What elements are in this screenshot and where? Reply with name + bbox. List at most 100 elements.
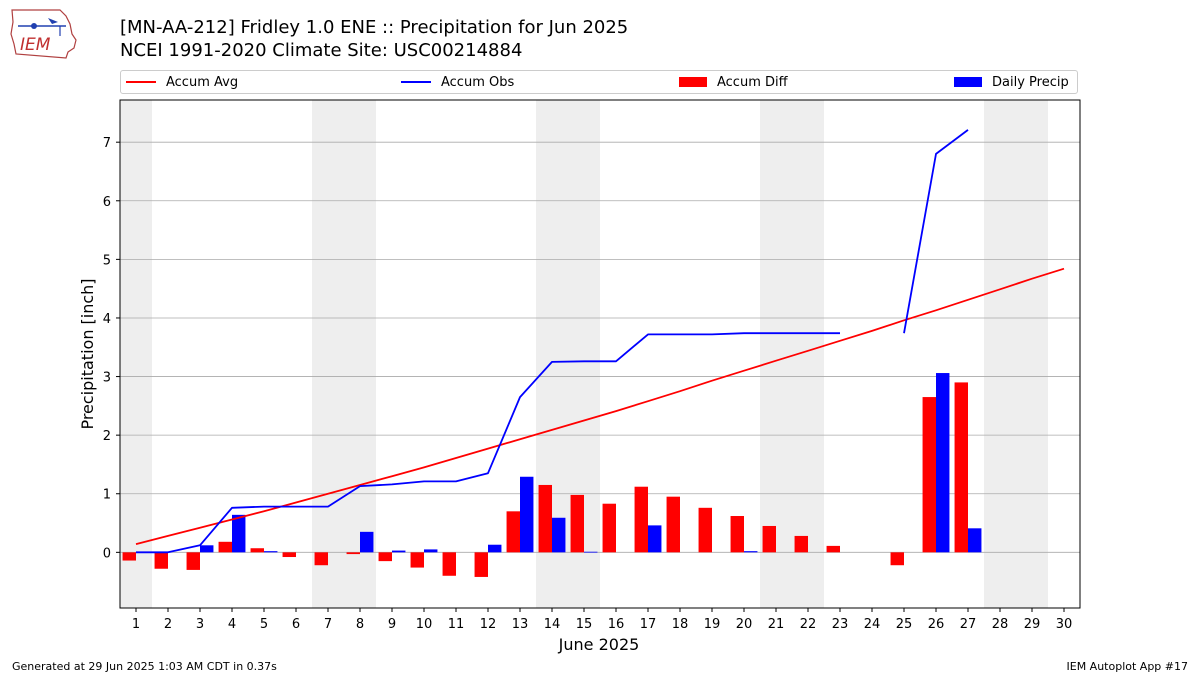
bar-daily-precip-day-10	[424, 549, 438, 553]
x-tick-label-1: 1	[132, 617, 140, 632]
bar-accum-diff-day-18	[666, 496, 680, 553]
y-axis-ticks: 0 1 2 3 4 5 6 7	[103, 136, 120, 561]
x-tick-label-9: 9	[388, 617, 396, 632]
bar-daily-precip-day-8	[360, 531, 374, 553]
x-tick-label-14: 14	[544, 617, 561, 632]
y-tick-label-6: 6	[103, 195, 111, 210]
y-tick-label-1: 1	[103, 488, 111, 503]
x-tick-label-18: 18	[672, 617, 689, 632]
bar-daily-precip-day-3	[200, 545, 214, 553]
x-tick-label-7: 7	[324, 617, 332, 632]
bar-daily-precip-day-20	[744, 551, 758, 553]
bar-accum-diff-day-20	[730, 516, 744, 553]
weekend-shade-day-29	[1016, 100, 1048, 608]
bar-accum-diff-day-19	[698, 507, 712, 553]
bar-daily-precip-day-13	[520, 476, 534, 553]
bar-accum-diff-day-21	[762, 525, 776, 553]
x-tick-label-10: 10	[416, 617, 433, 632]
bar-accum-diff-day-5	[250, 548, 264, 553]
bar-daily-precip-day-12	[488, 544, 502, 553]
x-tick-label-15: 15	[576, 617, 593, 632]
bar-accum-diff-day-22	[794, 535, 808, 553]
bar-accum-diff-day-1	[122, 552, 136, 561]
legend-label-accum-diff: Accum Diff	[717, 74, 788, 90]
bar-accum-diff-day-10	[410, 552, 424, 568]
iem-logo: IEM	[10, 9, 77, 59]
bar-accum-diff-day-4	[218, 541, 232, 553]
x-tick-label-5: 5	[260, 617, 268, 632]
bar-accum-diff-day-17	[634, 486, 648, 553]
bar-accum-diff-day-13	[506, 511, 520, 553]
weekend-shade-day-21	[760, 100, 792, 608]
y-tick-label-4: 4	[103, 312, 111, 327]
bar-daily-precip-day-27	[968, 528, 982, 553]
x-tick-label-19: 19	[704, 617, 721, 632]
bar-accum-diff-day-26	[922, 397, 936, 553]
legend-swatch-accum-avg	[126, 81, 156, 83]
x-axis-label: June 2025	[558, 635, 640, 654]
weekend-shade-day-28	[984, 100, 1016, 608]
weekend-shading	[120, 100, 1048, 608]
x-tick-label-23: 23	[832, 617, 849, 632]
line-accum-avg	[135, 267, 1065, 545]
x-tick-label-12: 12	[480, 617, 497, 632]
legend-swatch-accum-diff	[679, 77, 707, 87]
footer-generated: Generated at 29 Jun 2025 1:03 AM CDT in …	[12, 660, 277, 673]
bar-accum-diff-day-11	[442, 552, 456, 576]
x-tick-label-8: 8	[356, 617, 364, 632]
x-tick-label-26: 26	[928, 617, 945, 632]
bar-daily-precip-day-15	[584, 551, 598, 553]
x-tick-label-24: 24	[864, 617, 881, 632]
x-tick-label-13: 13	[512, 617, 529, 632]
x-tick-label-21: 21	[768, 617, 785, 632]
bar-daily-precip-day-5	[264, 551, 278, 553]
y-axis-label: Precipitation [inch]	[78, 278, 97, 429]
x-tick-label-30: 30	[1056, 617, 1073, 632]
bar-accum-diff-day-16	[602, 503, 616, 553]
x-tick-label-16: 16	[608, 617, 625, 632]
weekend-shade-day-7	[312, 100, 344, 608]
x-tick-label-4: 4	[228, 617, 236, 632]
bar-daily-precip-day-4	[232, 514, 246, 553]
bar-accum-diff-day-27	[954, 382, 968, 553]
logo-text: IEM	[20, 35, 51, 55]
bar-accum-diff-day-14	[538, 484, 552, 553]
bar-accum-diff-day-7	[314, 552, 328, 566]
x-tick-label-28: 28	[992, 617, 1009, 632]
bar-daily-precip-day-26	[936, 373, 950, 553]
grid-lines	[120, 141, 1080, 553]
x-tick-label-22: 22	[800, 617, 817, 632]
plot-frame	[119, 99, 1081, 609]
bar-daily-precip-day-14	[552, 517, 566, 553]
bar-daily-precip-day-17	[648, 525, 662, 553]
bar-accum-diff-day-6	[282, 552, 296, 558]
bar-daily-precip-day-9	[392, 550, 406, 553]
chart-legend: Accum Avg Accum Obs Accum Diff Daily Pre…	[120, 70, 1078, 94]
weekend-shade-day-1	[120, 100, 152, 608]
x-tick-label-27: 27	[960, 617, 977, 632]
legend-swatch-daily-precip	[954, 77, 982, 87]
bar-accum-diff-day-12	[474, 552, 488, 577]
y-tick-label-5: 5	[103, 253, 111, 268]
chart-title: [MN-AA-212] Fridley 1.0 ENE :: Precipita…	[120, 17, 629, 38]
bar-series	[122, 373, 982, 577]
bar-accum-diff-day-2	[154, 552, 168, 569]
line-series	[135, 129, 1065, 554]
legend-item-accum-obs: Accum Obs	[401, 71, 514, 93]
x-tick-label-11: 11	[448, 617, 465, 632]
x-tick-label-17: 17	[640, 617, 657, 632]
y-tick-label-3: 3	[103, 371, 111, 386]
bar-accum-diff-day-25	[890, 552, 904, 566]
y-tick-label-7: 7	[103, 136, 111, 151]
y-tick-label-0: 0	[103, 546, 111, 561]
chart-subtitle: NCEI 1991-2020 Climate Site: USC00214884	[120, 40, 523, 61]
line-accum-obs	[136, 129, 969, 554]
bar-accum-diff-day-3	[186, 552, 200, 570]
x-tick-label-20: 20	[736, 617, 753, 632]
legend-item-accum-avg: Accum Avg	[126, 71, 238, 93]
bar-accum-diff-day-8	[346, 552, 360, 555]
bar-accum-diff-day-9	[378, 552, 392, 562]
y-tick-label-2: 2	[103, 429, 111, 444]
legend-item-daily-precip: Daily Precip	[954, 71, 1069, 93]
legend-label-accum-obs: Accum Obs	[441, 74, 515, 90]
